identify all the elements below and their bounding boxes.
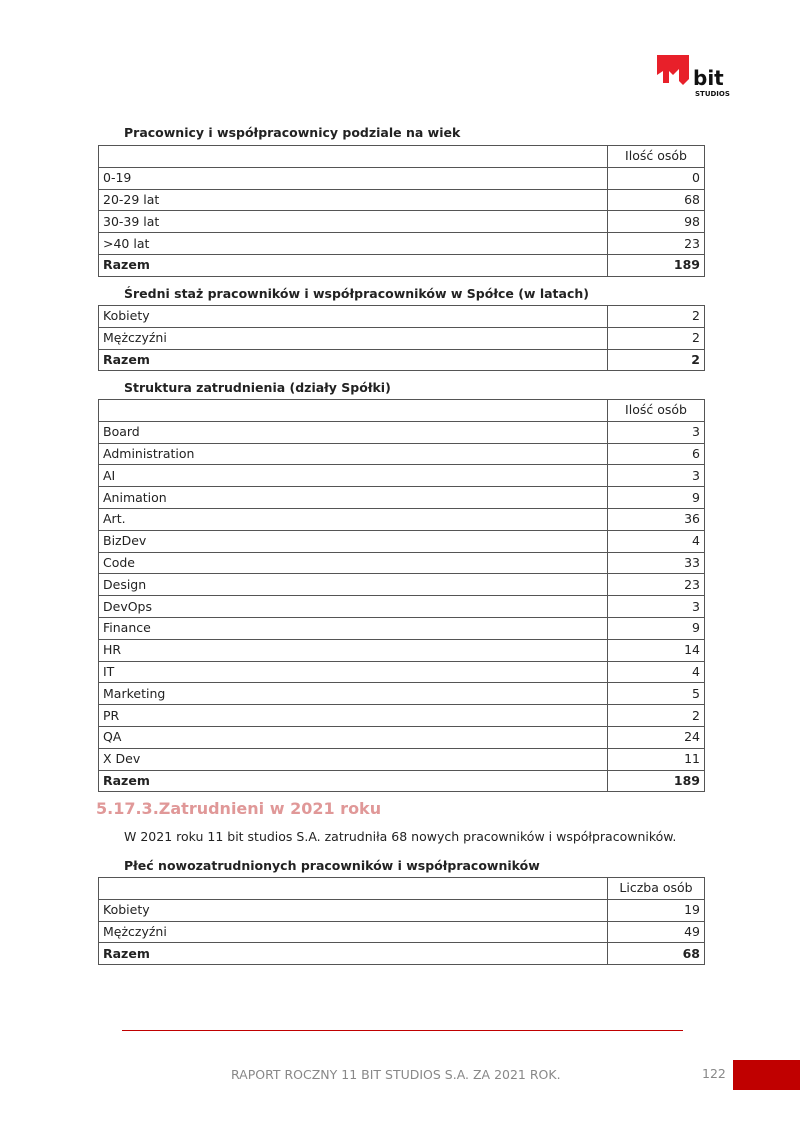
row-label: IT [98, 660, 608, 684]
row-label: DevOps [98, 595, 608, 618]
row-value: 9 [607, 486, 705, 509]
row-value: 5 [607, 682, 705, 706]
table-row: Administration 6 [98, 442, 705, 466]
row-label: Board [98, 420, 608, 444]
age-table: Ilość osób 0-19 0 20-29 lat 68 30-39 lat 98… [98, 145, 705, 277]
table-row: Mężczyźni 2 [98, 326, 705, 350]
table-row: HR 14 [98, 638, 705, 662]
age-table-title: Pracownicy i współpracownicy podziale na… [124, 125, 461, 140]
table-row: PR 2 [98, 704, 705, 727]
row-label: QA [98, 725, 608, 749]
row-label: Razem [98, 769, 608, 793]
gender-table-title: Płeć nowozatrudnionych pracowników i wsp… [124, 858, 540, 873]
table-row: Kobiety 19 [98, 898, 705, 922]
row-value: 9 [607, 616, 705, 640]
row-value: 3 [607, 464, 705, 488]
section-paragraph: W 2021 roku 11 bit studios S.A. zatrudni… [124, 829, 677, 844]
table-row: AI 3 [98, 464, 705, 488]
svg-text:STUDIOS: STUDIOS [695, 90, 730, 98]
table-row: BizDev 4 [98, 529, 705, 553]
row-value: 33 [607, 551, 705, 575]
section-heading: 5.17.3.Zatrudnieni w 2021 roku [96, 799, 382, 818]
row-label: Design [98, 573, 608, 597]
row-value: 4 [607, 529, 705, 553]
tenure-table: Kobiety 2 Mężczyźni 2 Razem 2 [98, 305, 705, 372]
row-label: PR [98, 704, 608, 727]
row-value: 11 [607, 747, 705, 771]
table-row: >40 lat 23 [98, 232, 705, 255]
row-value: 3 [607, 420, 705, 444]
row-label: Art. [98, 507, 608, 531]
table-row: Board 3 [98, 420, 705, 444]
footer-accent-bar [733, 1060, 800, 1090]
table-row: 30-39 lat 98 [98, 210, 705, 234]
row-label: AI [98, 464, 608, 488]
table-row: Kobiety 2 [98, 305, 705, 328]
row-label: Animation [98, 486, 608, 509]
dept-table: Ilość osób Board 3 Administration 6 AI 3 Anima… [98, 399, 705, 793]
column-header: Ilość osób [607, 399, 705, 422]
page-number: 122 [702, 1066, 726, 1081]
column-header: Ilość osób [607, 145, 705, 168]
table-row: QA 24 [98, 725, 705, 749]
row-value: 189 [607, 769, 705, 793]
row-value: 36 [607, 507, 705, 531]
row-label: BizDev [98, 529, 608, 553]
total-row: Razem 189 [98, 769, 705, 793]
row-label: Administration [98, 442, 608, 466]
logo: bit STUDIOS [657, 55, 730, 98]
table-row: X Dev 11 [98, 747, 705, 771]
table-row: Art. 36 [98, 507, 705, 531]
row-label: Finance [98, 616, 608, 640]
row-value: 23 [607, 573, 705, 597]
dept-table-title: Struktura zatrudnienia (działy Spółki) [124, 380, 391, 395]
table-row: Code 33 [98, 551, 705, 575]
tenure-table-title: Średni staż pracowników i współpracownik… [124, 286, 589, 301]
table-row: 20-29 lat 68 [98, 188, 705, 212]
row-value: 6 [607, 442, 705, 466]
row-label: X Dev [98, 747, 608, 771]
row-label: HR [98, 638, 608, 662]
row-label: Marketing [98, 682, 608, 706]
table-row: 0-19 0 [98, 166, 705, 190]
gender-table: Liczba osób Kobiety 19 Mężczyźni 49 Razem 6… [98, 877, 705, 966]
row-value: 2 [607, 704, 705, 727]
total-row: Razem 2 [98, 348, 705, 372]
table-row: DevOps 3 [98, 595, 705, 618]
svg-text:bit: bit [693, 66, 724, 90]
table-row: IT 4 [98, 660, 705, 684]
column-header: Liczba osób [607, 877, 705, 900]
row-label: Code [98, 551, 608, 575]
table-row: Design 23 [98, 573, 705, 597]
row-value: 4 [607, 660, 705, 684]
footer-text: RAPORT ROCZNY 11 BIT STUDIOS S.A. ZA 202… [231, 1067, 561, 1082]
footer-divider [122, 1030, 683, 1031]
row-value: 14 [607, 638, 705, 662]
table-row: Mężczyźni 49 [98, 920, 705, 944]
table-row: Animation 9 [98, 486, 705, 509]
total-row: Razem 189 [98, 253, 705, 277]
row-value: 24 [607, 725, 705, 749]
table-row: Marketing 5 [98, 682, 705, 706]
table-row: Finance 9 [98, 616, 705, 640]
row-value: 3 [607, 595, 705, 618]
total-row: Razem 68 [98, 942, 705, 966]
